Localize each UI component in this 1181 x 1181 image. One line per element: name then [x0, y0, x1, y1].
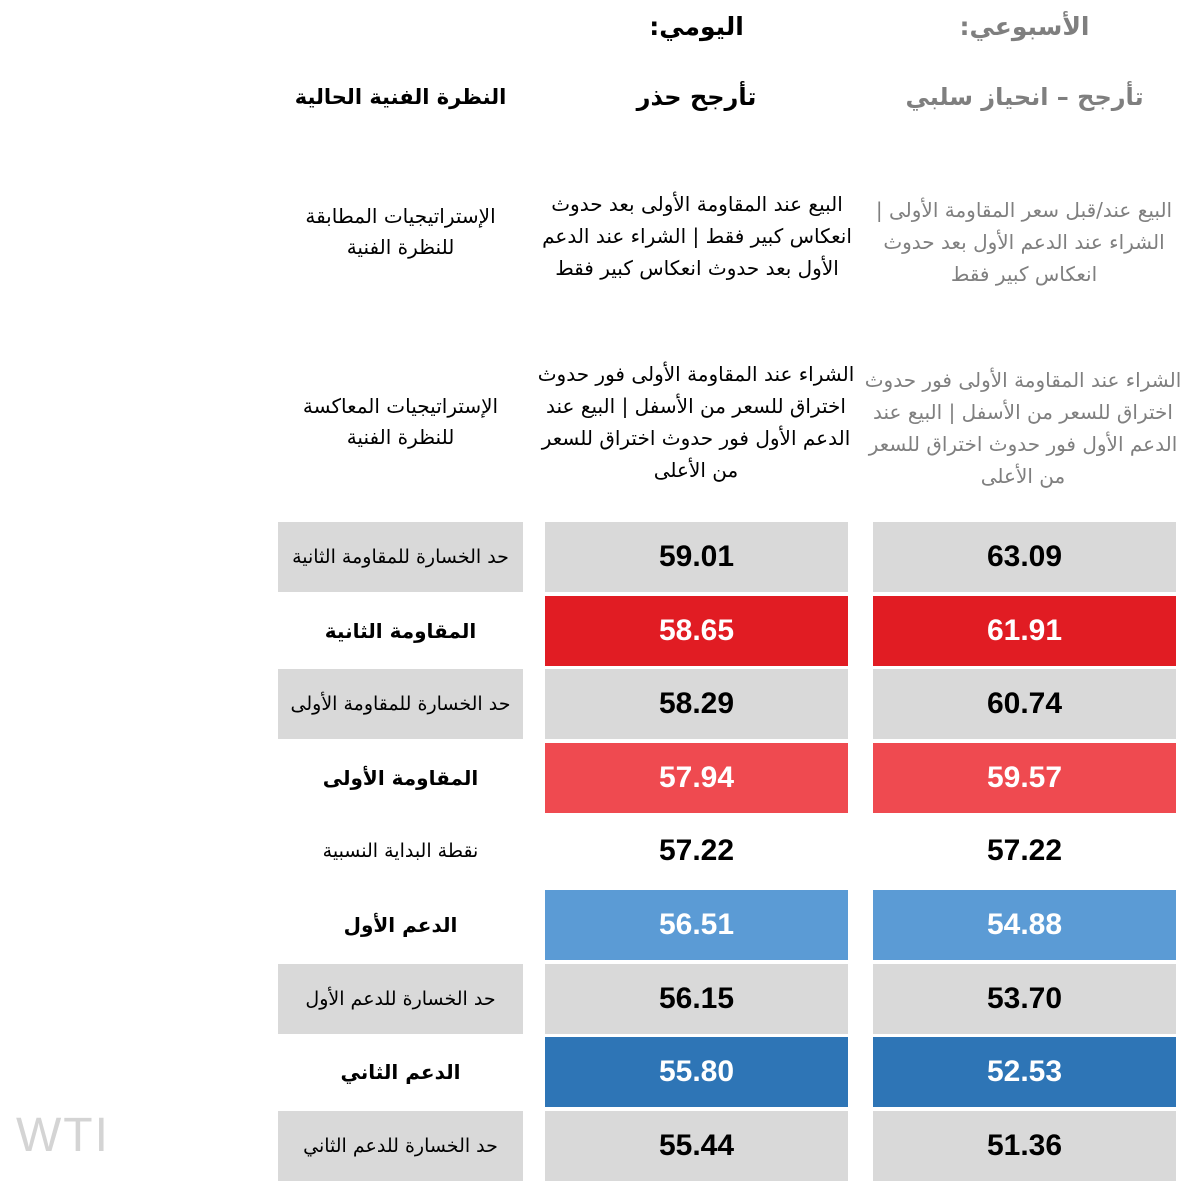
level-daily-value: 57.22: [658, 834, 735, 867]
level-daily-value: 59.01: [545, 522, 848, 592]
level-weekly-value: 57.22: [986, 834, 1063, 867]
daily-outlook-value: تأرجح حذر: [636, 83, 757, 111]
weekly-matching-strategy: البيع عند/قبل سعر المقاومة الأولى | الشر…: [875, 198, 1173, 286]
opposing-strategies-row-title: الإستراتيجيات المعاكسة للنظرة الفنية: [302, 394, 499, 449]
level-row-label: حد الخسارة للدعم الأول: [278, 964, 523, 1034]
weekly-period-title: الأسبوعي:: [959, 11, 1090, 41]
level-daily-value: 55.80: [545, 1037, 848, 1107]
level-weekly-value: 52.53: [873, 1037, 1176, 1107]
instrument-watermark: WTI: [16, 1109, 110, 1162]
daily-period-title: اليومي:: [649, 11, 744, 41]
matching-strategies-row-title: الإستراتيجيات المطابقة للنظرة الفنية: [305, 204, 496, 259]
weekly-opposing-strategy: الشراء عند المقاومة الأولى فور حدوث اختر…: [864, 368, 1181, 488]
level-weekly-value: 54.88: [873, 890, 1176, 960]
level-daily-value: 56.15: [545, 964, 848, 1034]
level-weekly-value: 61.91: [873, 596, 1176, 666]
level-weekly-value: 59.57: [873, 743, 1176, 813]
level-daily-value: 58.29: [545, 669, 848, 739]
level-row-label: الدعم الثاني: [340, 1060, 461, 1084]
level-row-label: حد الخسارة للمقاومة الثانية: [278, 522, 523, 592]
level-row-label: حد الخسارة للمقاومة الأولى: [278, 669, 523, 739]
daily-opposing-strategy: الشراء عند المقاومة الأولى فور حدوث اختر…: [537, 362, 855, 482]
outlook-row-title: النظرة الفنية الحالية: [294, 85, 507, 109]
daily-matching-strategy: البيع عند المقاومة الأولى بعد حدوث انعكا…: [542, 192, 852, 280]
level-row-label: نقطة البداية النسبية: [322, 840, 479, 862]
level-row-label: المقاومة الأولى: [322, 766, 479, 790]
level-weekly-value: 51.36: [873, 1111, 1176, 1181]
level-daily-value: 56.51: [545, 890, 848, 960]
level-weekly-value: 53.70: [873, 964, 1176, 1034]
level-weekly-value: 63.09: [873, 522, 1176, 592]
level-daily-value: 55.44: [545, 1111, 848, 1181]
level-daily-value: 57.94: [545, 743, 848, 813]
level-row-label: المقاومة الثانية: [324, 619, 477, 643]
level-row-label: حد الخسارة للدعم الثاني: [278, 1111, 523, 1181]
weekly-outlook-value: تأرجح – انحياز سلبي: [905, 83, 1144, 111]
level-row-label: الدعم الأول: [343, 913, 458, 937]
level-daily-value: 58.65: [545, 596, 848, 666]
level-weekly-value: 60.74: [873, 669, 1176, 739]
